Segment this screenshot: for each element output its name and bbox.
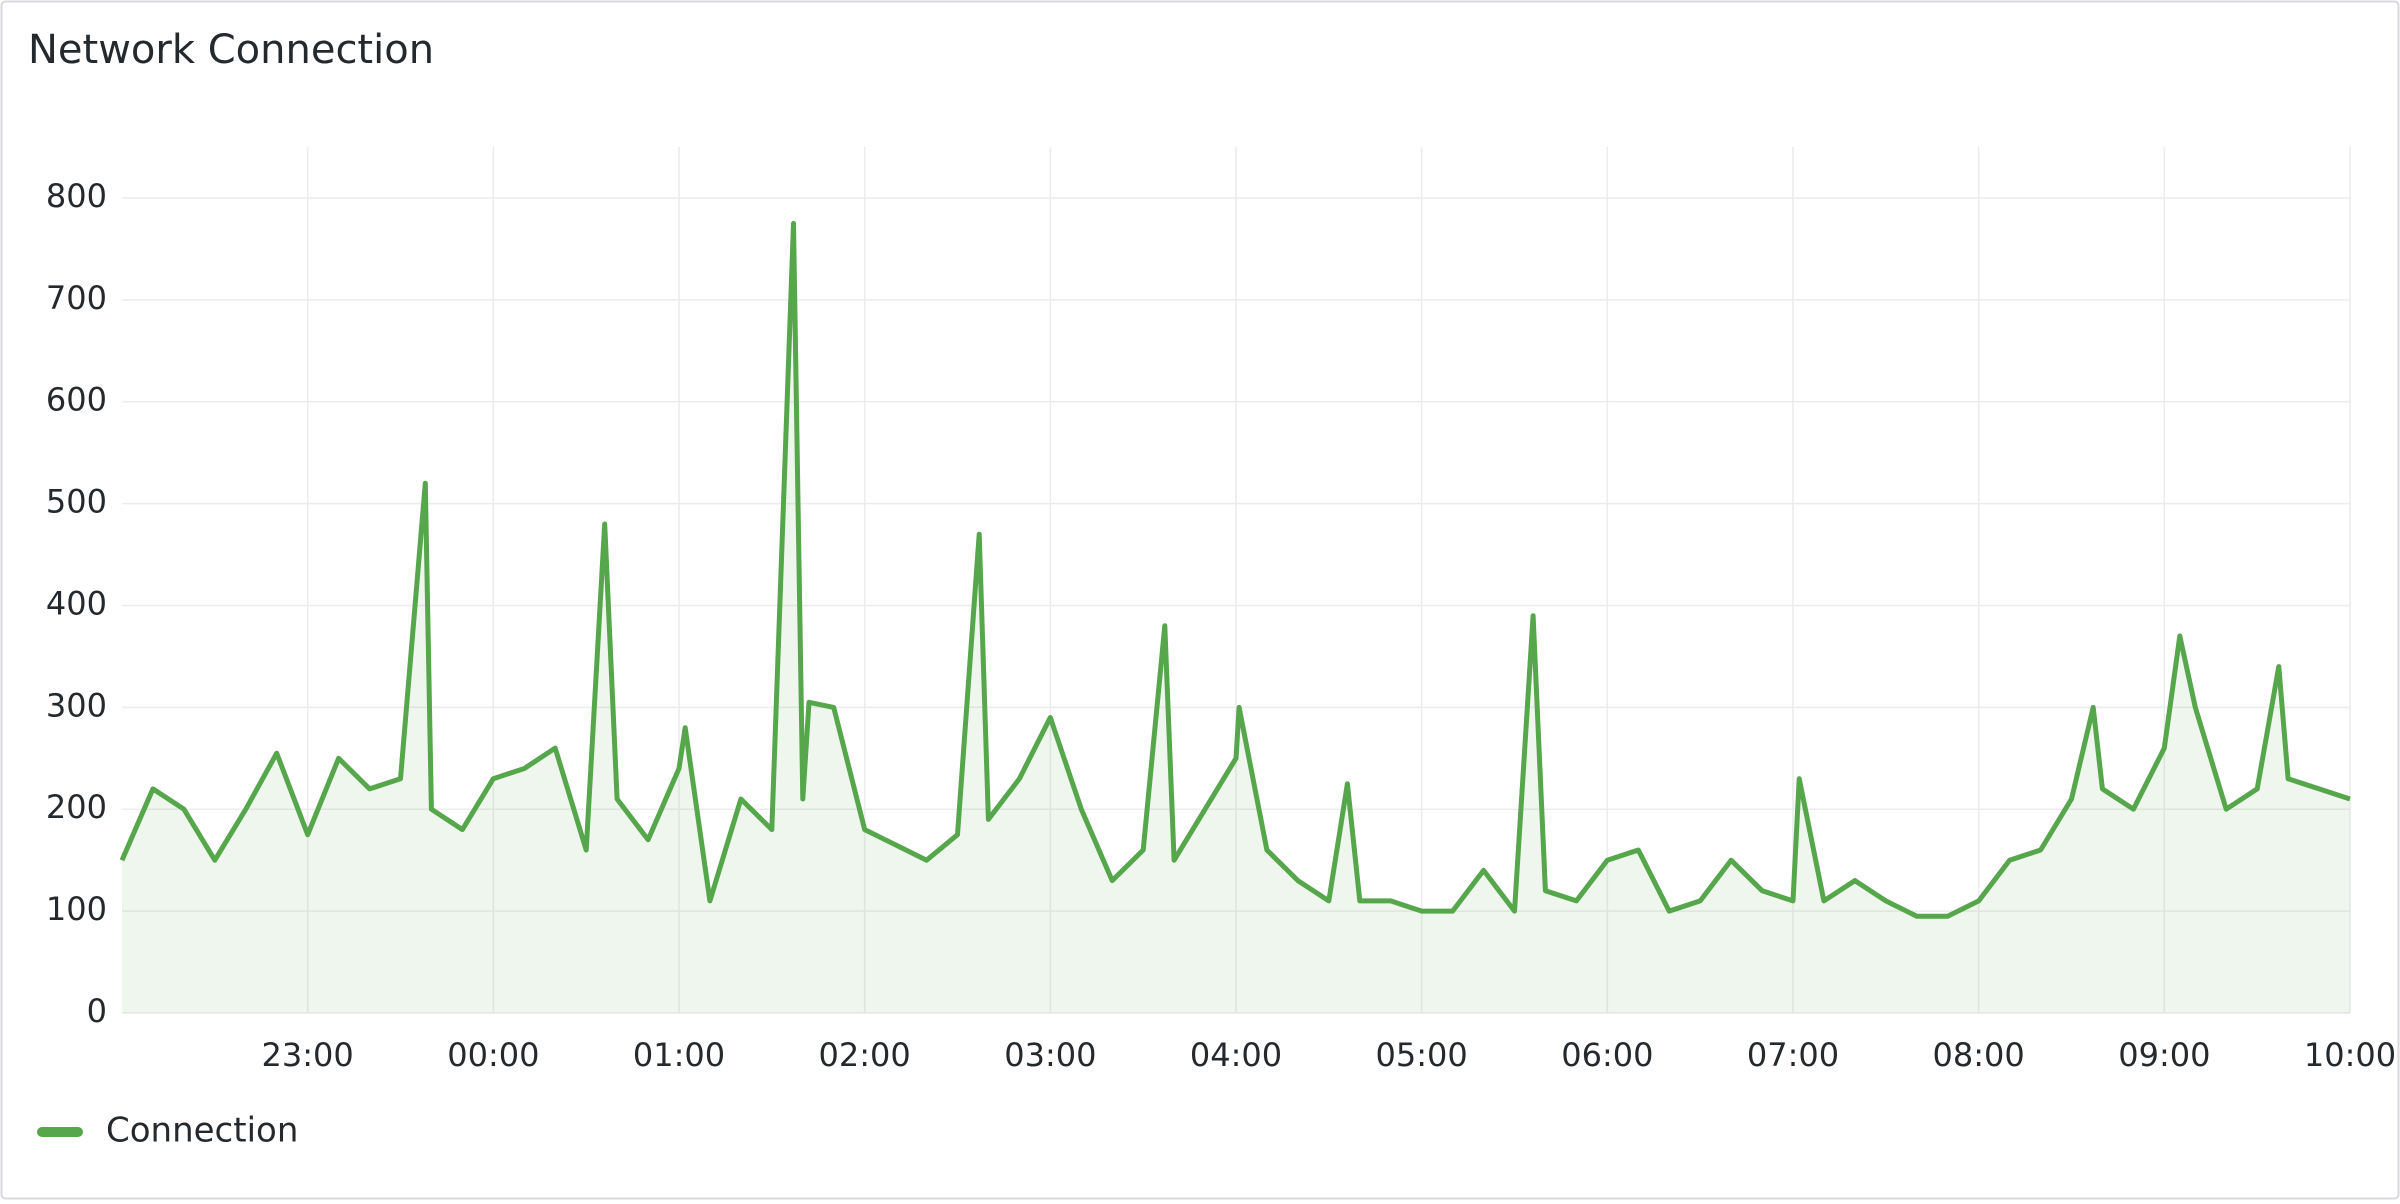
x-tick-label: 06:00 [1561, 1036, 1653, 1074]
x-tick-label: 09:00 [2118, 1036, 2210, 1074]
x-tick-label: 03:00 [1004, 1036, 1096, 1074]
y-tick-label: 0 [87, 992, 107, 1030]
x-tick-label: 07:00 [1747, 1036, 1839, 1074]
y-tick-label: 800 [46, 177, 107, 215]
y-tick-label: 300 [46, 686, 107, 724]
series-area [122, 223, 2350, 1013]
y-tick-label: 500 [46, 483, 107, 521]
y-tick-label: 400 [46, 584, 107, 622]
x-tick-label: 10:00 [2304, 1036, 2396, 1074]
x-tick-label: 08:00 [1933, 1036, 2025, 1074]
y-tick-label: 100 [46, 890, 107, 928]
x-tick-label: 23:00 [262, 1036, 354, 1074]
y-tick-label: 200 [46, 788, 107, 826]
y-tick-label: 700 [46, 279, 107, 317]
legend-label: Connection [106, 1111, 298, 1151]
x-tick-label: 02:00 [819, 1036, 911, 1074]
panel-title: Network Connection [28, 27, 434, 73]
x-tick-label: 01:00 [633, 1036, 725, 1074]
x-tick-label: 00:00 [447, 1036, 539, 1074]
x-tick-label: 04:00 [1190, 1036, 1282, 1074]
x-tick-label: 05:00 [1376, 1036, 1468, 1074]
y-tick-label: 600 [46, 381, 107, 419]
series-line [119, 220, 2351, 919]
